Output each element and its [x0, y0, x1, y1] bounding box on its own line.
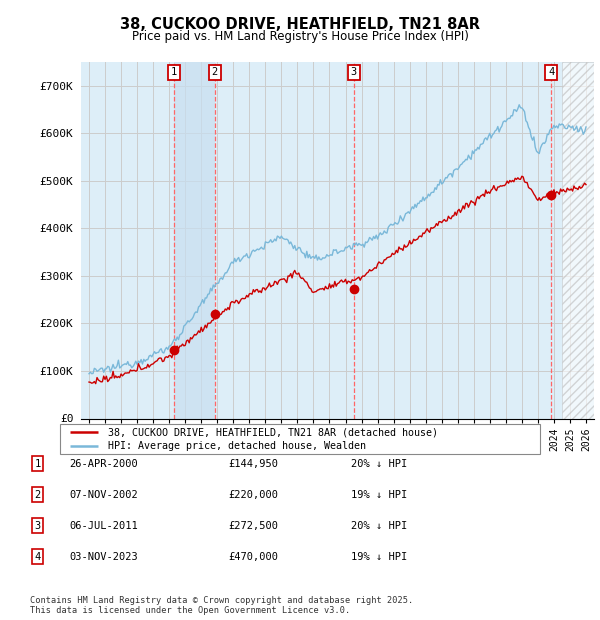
- Text: 3: 3: [35, 521, 41, 531]
- Text: Contains HM Land Registry data © Crown copyright and database right 2025.
This d: Contains HM Land Registry data © Crown c…: [30, 596, 413, 615]
- Text: 2: 2: [212, 68, 218, 78]
- Text: 3: 3: [350, 68, 357, 78]
- Text: 2: 2: [35, 490, 41, 500]
- Text: £144,950: £144,950: [228, 459, 278, 469]
- Text: 20% ↓ HPI: 20% ↓ HPI: [351, 459, 407, 469]
- Text: £220,000: £220,000: [228, 490, 278, 500]
- Text: 19% ↓ HPI: 19% ↓ HPI: [351, 490, 407, 500]
- Text: 38, CUCKOO DRIVE, HEATHFIELD, TN21 8AR (detached house): 38, CUCKOO DRIVE, HEATHFIELD, TN21 8AR (…: [108, 427, 438, 438]
- Bar: [175, 62, 215, 419]
- Text: HPI: Average price, detached house, Wealden: HPI: Average price, detached house, Weal…: [108, 441, 366, 451]
- Text: 07-NOV-2002: 07-NOV-2002: [69, 490, 138, 500]
- Text: 1: 1: [35, 459, 41, 469]
- Text: £470,000: £470,000: [228, 552, 278, 562]
- Text: 4: 4: [35, 552, 41, 562]
- Text: 19% ↓ HPI: 19% ↓ HPI: [351, 552, 407, 562]
- Text: Price paid vs. HM Land Registry's House Price Index (HPI): Price paid vs. HM Land Registry's House …: [131, 30, 469, 43]
- Text: 38, CUCKOO DRIVE, HEATHFIELD, TN21 8AR: 38, CUCKOO DRIVE, HEATHFIELD, TN21 8AR: [120, 17, 480, 32]
- FancyBboxPatch shape: [60, 424, 540, 454]
- Text: 03-NOV-2023: 03-NOV-2023: [69, 552, 138, 562]
- Bar: [562, 62, 594, 419]
- Text: 4: 4: [548, 68, 554, 78]
- Text: 20% ↓ HPI: 20% ↓ HPI: [351, 521, 407, 531]
- Text: £272,500: £272,500: [228, 521, 278, 531]
- Text: 06-JUL-2011: 06-JUL-2011: [69, 521, 138, 531]
- Text: 26-APR-2000: 26-APR-2000: [69, 459, 138, 469]
- Text: 1: 1: [171, 68, 178, 78]
